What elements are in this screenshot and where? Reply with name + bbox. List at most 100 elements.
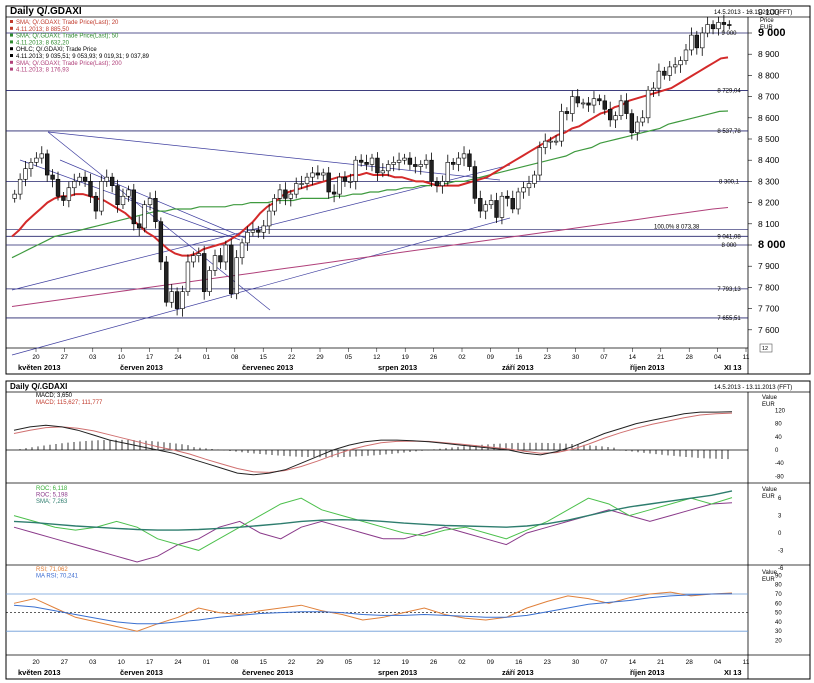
candle-body (532, 174, 537, 184)
price-level-label: 8 000 (721, 243, 737, 249)
candle-body (207, 270, 212, 292)
date-tick-label: 22 (288, 354, 296, 361)
month-label: srpen 2013 (378, 363, 417, 372)
price-tick-label: 9 100 (758, 7, 780, 17)
candle-body (147, 198, 153, 206)
candle-body (315, 172, 321, 176)
date-tick-label: 02 (458, 354, 466, 361)
rsi-legend-entry: MA RSI; 70,241 (36, 574, 79, 580)
candle-body (120, 195, 126, 206)
candle-body (716, 22, 721, 30)
month-label: květen 2013 (18, 363, 61, 372)
price-level-label: 8 537,78 (717, 129, 741, 135)
candle-body (61, 195, 66, 201)
candle-body (266, 210, 272, 227)
date-tick-label: 17 (146, 354, 154, 361)
date-tick-label-bottom: 20 (32, 659, 40, 666)
date-tick-label: 11 (743, 354, 750, 361)
month-label-bottom: srpen 2013 (378, 668, 417, 677)
candle-body (109, 176, 115, 186)
candle-body (635, 121, 640, 133)
candle-body (662, 70, 667, 76)
candle-body (689, 34, 694, 51)
candle-body (456, 157, 461, 165)
date-tick-label-bottom: 02 (458, 659, 466, 666)
roc-axis-title: Value (762, 487, 778, 493)
scroll-handle[interactable] (759, 343, 773, 353)
legend-entry: SMA; Q/.GDAXI; Trade Price(Last); 50 (16, 34, 119, 40)
candle-body (429, 159, 434, 182)
candle-body (543, 140, 548, 148)
candle-body (337, 176, 342, 195)
candle-body (326, 172, 331, 193)
candle-body (683, 49, 689, 61)
candle-body (250, 229, 256, 233)
candle-body (380, 170, 386, 174)
candle-body (467, 153, 472, 167)
roc-legend-entry: ROC; 5,198 (36, 493, 68, 499)
candle-body (727, 24, 732, 26)
candle-body (483, 204, 488, 212)
candle-body (88, 181, 93, 197)
candle-body (201, 253, 207, 292)
candle-body (169, 291, 174, 303)
price-tick-label: 7 900 (758, 261, 780, 271)
date-tick-label-bottom: 16 (515, 659, 523, 666)
candle-body (597, 98, 602, 102)
date-tick-label: 15 (260, 354, 268, 361)
candle-body (299, 183, 304, 185)
candle-body (580, 102, 586, 105)
date-tick-label: 07 (600, 354, 608, 361)
indicator-chart-title: Daily Q/.GDAXI (10, 382, 67, 391)
roc-tick-label: 0 (778, 531, 782, 537)
trend-line (11, 217, 511, 356)
date-tick-label: 03 (89, 354, 97, 361)
candle-body (461, 153, 467, 159)
date-tick-label-bottom: 01 (203, 659, 211, 666)
legend-swatch (10, 20, 13, 23)
date-tick-label: 01 (203, 354, 211, 361)
candle-body (570, 96, 575, 114)
date-tick-label: 26 (430, 354, 438, 361)
legend-entry: 4.11.2013; 8 885,50 (16, 27, 70, 33)
candle-body (710, 24, 716, 30)
candle-body (548, 140, 553, 143)
date-tick-label-bottom: 27 (61, 659, 69, 666)
rsi-tick-label: 50 (775, 611, 782, 617)
roc-sma-line (13, 490, 733, 531)
candle-body (418, 164, 423, 167)
candle-body (375, 157, 380, 174)
candle-body (196, 253, 201, 256)
date-tick-label-bottom: 03 (89, 659, 97, 666)
date-tick-label-bottom: 22 (288, 659, 296, 666)
indicator-chart-range: 14.5.2013 - 13.11.2013 (FFT) (714, 385, 792, 391)
candle-body (77, 176, 82, 182)
price-level-label: 9 041,08 (717, 234, 741, 240)
candle-body (667, 66, 672, 76)
rsi-tick-label: 40 (775, 620, 782, 626)
candle-body (218, 255, 223, 263)
candle-body (364, 162, 369, 165)
date-tick-label-bottom: 07 (600, 659, 608, 666)
candle-body (358, 159, 364, 163)
trend-line (47, 131, 501, 181)
macd-tick-label: -40 (775, 461, 784, 467)
candle-body (72, 181, 77, 189)
rsi-axis-title: Value (762, 570, 778, 576)
rsi-ma-line (13, 593, 733, 625)
price-level-label: 7 793,13 (717, 287, 741, 293)
date-tick-label-bottom: 19 (402, 659, 410, 666)
candle-body (142, 204, 147, 229)
candle-body (678, 60, 683, 66)
macd-legend-entry: MACD; 115,627; 111,777 (36, 400, 103, 406)
rsi-tick-label: 80 (775, 583, 782, 589)
candle-body (234, 257, 239, 295)
price-tick-label: 7 700 (758, 304, 780, 314)
legend-entry: 4.11.2013; 8 176,93 (16, 68, 70, 74)
candle-body (386, 164, 391, 172)
candle-body (185, 261, 191, 292)
candle-body (413, 164, 418, 167)
price-level-label: 7 655,51 (717, 316, 741, 322)
date-tick-label-bottom: 09 (487, 659, 495, 666)
